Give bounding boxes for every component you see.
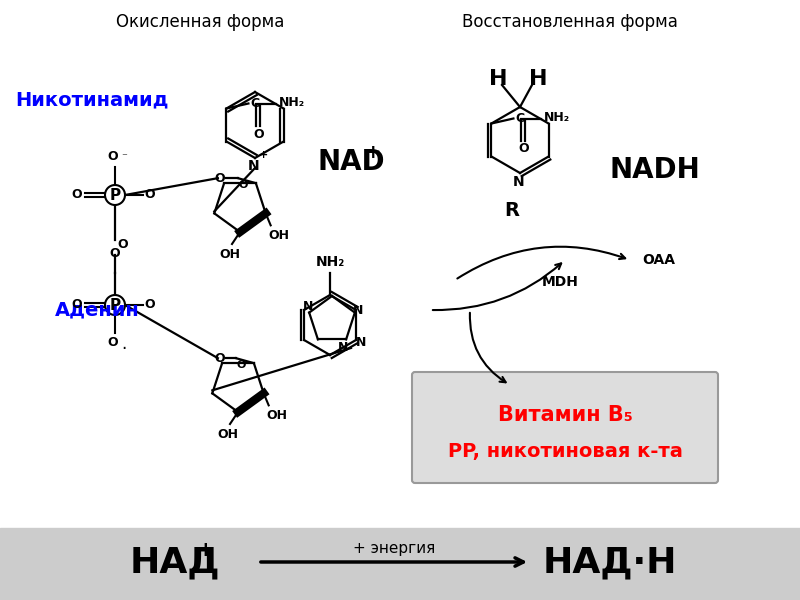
FancyBboxPatch shape <box>412 372 718 483</box>
Text: O: O <box>238 180 248 190</box>
Text: O: O <box>144 298 154 311</box>
Text: Витамин B₅: Витамин B₅ <box>498 405 633 425</box>
Text: N: N <box>353 304 363 317</box>
Text: O: O <box>108 336 118 349</box>
Text: O: O <box>236 360 246 370</box>
Text: O: O <box>253 127 264 140</box>
Text: .: . <box>121 335 126 353</box>
Text: P: P <box>110 298 121 313</box>
Text: O: O <box>110 247 120 260</box>
Text: N: N <box>248 159 260 173</box>
Text: +: + <box>197 540 215 560</box>
Text: +: + <box>365 142 382 161</box>
Text: NH₂: NH₂ <box>315 255 345 269</box>
Text: + энергия: + энергия <box>353 541 435 556</box>
Text: O: O <box>214 352 225 365</box>
Text: OAA: OAA <box>642 253 675 267</box>
Text: C: C <box>250 97 259 110</box>
Text: +: + <box>259 150 269 160</box>
Text: O: O <box>144 188 154 202</box>
Text: NH₂: NH₂ <box>543 111 570 124</box>
Text: NH₂: NH₂ <box>278 96 305 109</box>
Text: O: O <box>71 298 82 311</box>
Text: P: P <box>110 187 121 202</box>
Text: OH: OH <box>266 409 287 422</box>
Text: N: N <box>338 341 348 355</box>
Text: NADH: NADH <box>610 156 701 184</box>
Text: Никотинамид: Никотинамид <box>15 91 169 109</box>
Text: O: O <box>518 142 529 155</box>
Text: Восстановленная форма: Восстановленная форма <box>462 13 678 31</box>
Text: OH: OH <box>219 248 241 261</box>
Text: NAD: NAD <box>318 148 386 176</box>
Text: НАД·Н: НАД·Н <box>542 545 678 579</box>
Circle shape <box>105 185 125 205</box>
Text: MDH: MDH <box>542 275 578 289</box>
Bar <box>0 528 800 600</box>
Text: OH: OH <box>218 428 238 441</box>
Text: PP, никотиновая к-та: PP, никотиновая к-та <box>447 443 682 461</box>
Circle shape <box>105 295 125 315</box>
Text: H: H <box>529 69 547 89</box>
Text: O: O <box>108 150 118 163</box>
Text: O: O <box>214 172 225 185</box>
Text: НАД: НАД <box>130 545 220 579</box>
Text: Аденин: Аденин <box>55 301 140 319</box>
Text: C: C <box>515 112 525 125</box>
Text: O: O <box>117 238 128 251</box>
Text: H: H <box>489 69 507 89</box>
Text: N: N <box>356 335 366 349</box>
Text: OH: OH <box>268 229 289 242</box>
Text: ⁻: ⁻ <box>121 152 127 162</box>
Text: N: N <box>513 175 525 189</box>
Text: Окисленная форма: Окисленная форма <box>116 13 284 31</box>
Text: O: O <box>71 188 82 202</box>
Text: N: N <box>303 301 314 313</box>
Text: R: R <box>505 202 519 220</box>
